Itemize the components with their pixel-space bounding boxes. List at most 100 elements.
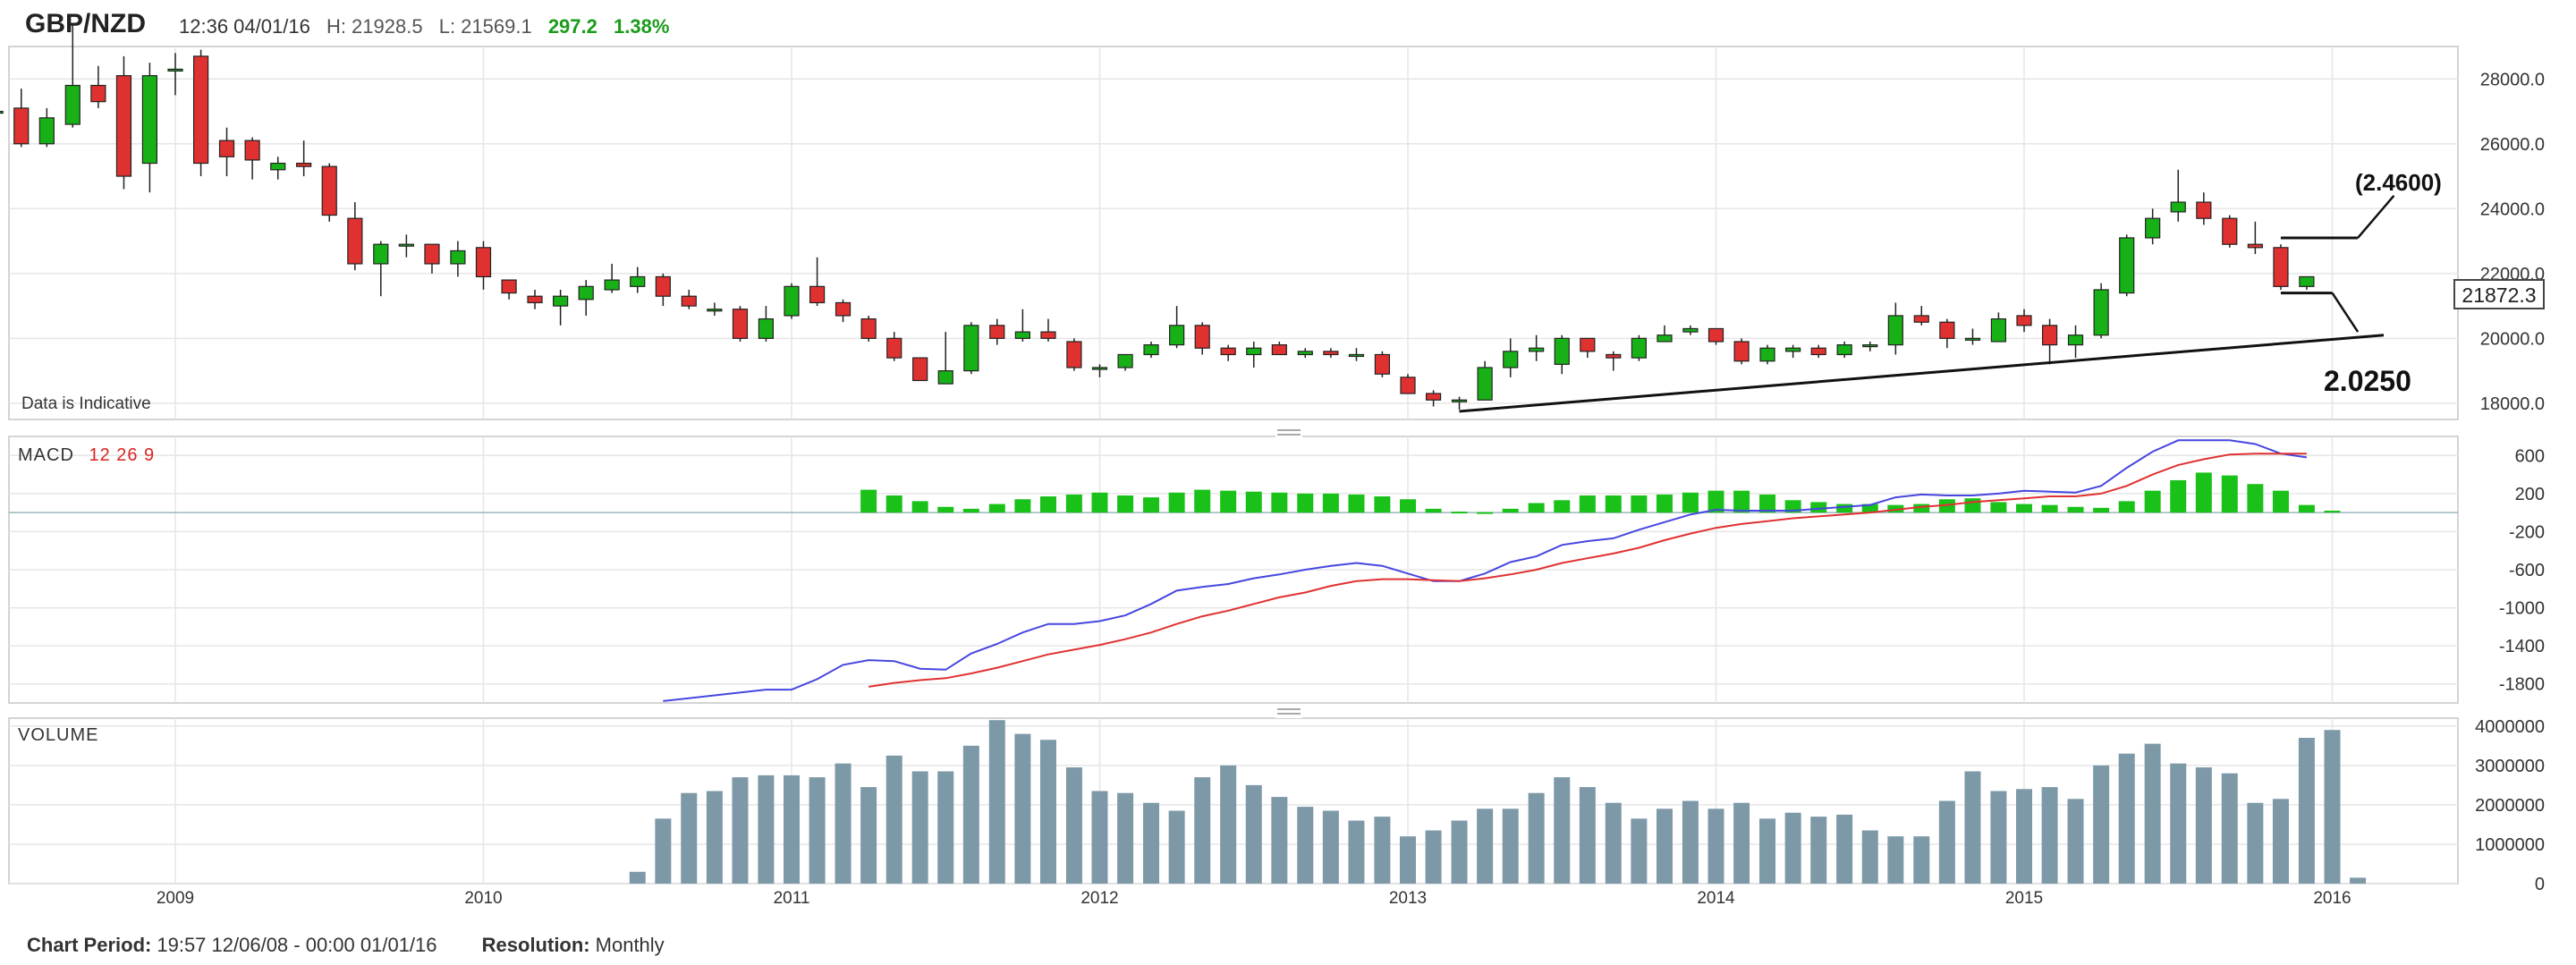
quote-high: H: 21928.5 xyxy=(326,15,423,38)
candle-body xyxy=(1964,337,1981,341)
candle-body xyxy=(1374,353,1391,375)
candle-body xyxy=(244,140,260,161)
volume-bar xyxy=(2093,765,2110,884)
volume-bar xyxy=(629,871,646,884)
volume-bar xyxy=(911,771,928,884)
macd-histogram-bar xyxy=(1733,490,1750,513)
y-tick-label: -1000 xyxy=(2499,599,2545,619)
candle-body xyxy=(2196,201,2212,219)
candle-body xyxy=(1887,315,1903,346)
candle-body xyxy=(1682,327,1699,333)
price-candles xyxy=(0,23,2395,413)
quote-time: 12:36 04/01/16 xyxy=(179,15,310,38)
volume-bar xyxy=(1477,808,1494,884)
macd-histogram-bar xyxy=(1938,499,1955,513)
y-tick-label: 18000.0 xyxy=(2480,394,2545,414)
volume-bar xyxy=(706,791,723,884)
candle-body xyxy=(2247,243,2263,249)
volume-bars xyxy=(629,720,2367,884)
macd-resize-handle[interactable] xyxy=(1275,427,1302,438)
candle-body xyxy=(2119,237,2135,294)
candle-body xyxy=(937,370,953,385)
candle-body xyxy=(2041,325,2058,346)
y-tick-label: 1000000 xyxy=(2475,835,2545,855)
y-tick-label: 2000000 xyxy=(2475,796,2545,816)
macd-histogram-bar xyxy=(2221,475,2238,513)
y-tick-label: -200 xyxy=(2509,522,2545,542)
candle-body xyxy=(1425,393,1442,401)
volume-bar xyxy=(886,755,902,884)
candle-body xyxy=(2170,201,2186,213)
candle-body xyxy=(912,357,928,382)
quote-change: 297.2 xyxy=(547,15,597,38)
candle-body xyxy=(835,301,852,317)
candle-body xyxy=(2299,275,2315,287)
macd-histogram-bar xyxy=(886,495,902,513)
volume-bar xyxy=(758,775,775,884)
candle-body xyxy=(1271,344,1287,356)
macd-histogram-bar xyxy=(988,504,1005,513)
candle-body xyxy=(860,317,877,339)
macd-histogram-bar xyxy=(1451,512,1468,514)
volume-bar xyxy=(1091,791,1108,884)
candle-body xyxy=(90,84,106,103)
volume-bar xyxy=(988,720,1005,884)
volume-bar xyxy=(1707,808,1724,884)
volume-bar xyxy=(962,745,979,884)
candle-body xyxy=(218,140,235,157)
period-label: Chart Period: xyxy=(27,934,152,956)
volume-bar xyxy=(2272,799,2289,884)
candle-body xyxy=(2067,334,2084,346)
volume-resize-handle[interactable] xyxy=(1275,707,1302,718)
volume-bar xyxy=(1039,740,1056,884)
x-tick-label: 2014 xyxy=(1697,889,1735,908)
candle-body xyxy=(1657,334,1673,343)
resolution-label: Resolution: xyxy=(481,934,590,956)
macd-histogram-bar xyxy=(2272,490,2289,513)
candle-body xyxy=(1707,327,1724,343)
candle-body xyxy=(450,250,466,265)
y-tick-label: 600 xyxy=(2515,446,2545,466)
signal-line xyxy=(868,453,2307,688)
volume-bar xyxy=(1759,818,1776,884)
candle-body xyxy=(1194,325,1210,349)
macd-histogram-bar xyxy=(1810,502,1827,513)
candle-body xyxy=(1169,325,1185,346)
y-tick-label: 24000.0 xyxy=(2480,199,2545,219)
x-tick-label: 2015 xyxy=(2005,889,2043,908)
macd-histogram-bar xyxy=(1707,490,1724,513)
volume-bar xyxy=(1143,802,1160,884)
y-tick-label: 26000.0 xyxy=(2480,135,2545,155)
volume-bar xyxy=(1810,817,1827,884)
volume-bar xyxy=(1322,810,1339,884)
candle-body xyxy=(2273,247,2289,287)
candle-body xyxy=(13,107,30,145)
macd-histogram-bar xyxy=(1759,494,1776,513)
channel-connector xyxy=(2331,292,2360,333)
macd-histogram-bar xyxy=(1271,492,1288,513)
macd-histogram-bar xyxy=(1836,504,1853,513)
candle-body xyxy=(0,110,4,114)
resolution-value: Monthly xyxy=(595,934,665,956)
macd-histogram-bar xyxy=(2144,490,2161,513)
candle-body xyxy=(809,285,826,304)
volume-bar xyxy=(2298,738,2315,884)
candle-body xyxy=(1990,317,2007,343)
macd-histogram-bar xyxy=(1400,499,1416,513)
candle-body xyxy=(989,325,1005,339)
x-tick-label: 2013 xyxy=(1389,889,1427,908)
volume-bar xyxy=(2016,789,2032,884)
candle-body xyxy=(1400,377,1416,394)
candle-body xyxy=(886,337,902,359)
candle-body xyxy=(1066,341,1082,368)
volume-bar xyxy=(784,775,800,884)
macd-histogram-bar xyxy=(1656,494,1673,513)
macd-histogram-bar xyxy=(2324,511,2341,513)
candle-body xyxy=(1913,315,1929,323)
x-tick-label: 2012 xyxy=(1080,889,1118,908)
y-tick-label: -1400 xyxy=(2499,637,2545,656)
macd-histogram-bar xyxy=(1143,497,1160,513)
price-panel xyxy=(8,46,2459,420)
candle-body xyxy=(1554,337,1570,365)
volume-bar xyxy=(937,771,954,884)
